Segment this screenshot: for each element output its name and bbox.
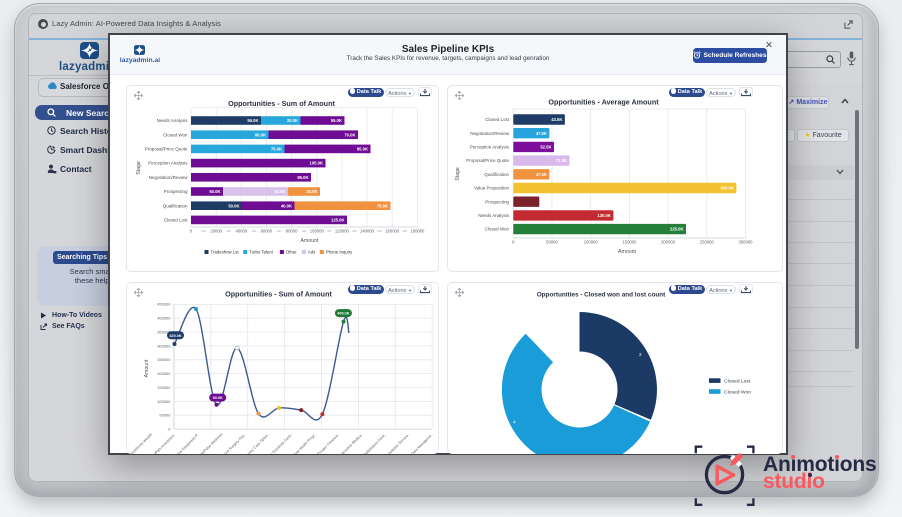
svg-text:140000: 140000 bbox=[360, 228, 375, 233]
svg-text:Virtual Health Progr..: Virtual Health Progr.. bbox=[290, 432, 317, 454]
svg-text:0: 0 bbox=[189, 228, 192, 233]
svg-text:25.0K: 25.0K bbox=[306, 189, 317, 194]
svg-text:55.0K: 55.0K bbox=[247, 118, 258, 123]
svg-text:Qualification: Qualification bbox=[162, 203, 187, 208]
svg-text:Perception Analysis: Perception Analysis bbox=[469, 144, 509, 149]
svg-text:160000: 160000 bbox=[385, 228, 400, 233]
svg-text:0: 0 bbox=[168, 426, 171, 431]
svg-text:Closed Lost: Closed Lost bbox=[723, 378, 750, 384]
svg-text:Amount: Amount bbox=[618, 249, 636, 255]
svg-text:120000: 120000 bbox=[334, 228, 349, 233]
svg-text:Stage: Stage bbox=[136, 161, 142, 175]
svg-text:180000: 180000 bbox=[410, 228, 425, 233]
svg-text:105.0K: 105.0K bbox=[309, 160, 323, 165]
svg-text:60.0K: 60.0K bbox=[254, 132, 265, 137]
svg-text:Tradeshow Lst: Tradeshow Lst bbox=[210, 249, 239, 254]
svg-text:320.0K: 320.0K bbox=[169, 333, 181, 337]
svg-text:200000: 200000 bbox=[661, 239, 676, 244]
svg-text:300000: 300000 bbox=[157, 343, 171, 348]
svg-text:300.0K: 300.0K bbox=[720, 185, 734, 190]
svg-text:Opportunities - Average Amount: Opportunities - Average Amount bbox=[548, 97, 659, 106]
svg-text:Prospecting: Prospecting bbox=[163, 189, 187, 194]
svg-text:PulsePulse Wellness: PulsePulse Wellness bbox=[196, 432, 223, 454]
svg-text:75.0K: 75.0K bbox=[376, 203, 387, 208]
svg-text:Amount: Amount bbox=[143, 359, 149, 377]
svg-text:400.0K: 400.0K bbox=[337, 311, 349, 315]
svg-text:95.0K: 95.0K bbox=[297, 174, 308, 179]
svg-text:Closed Lost: Closed Lost bbox=[485, 117, 510, 122]
svg-text:20.0K: 20.0K bbox=[286, 118, 297, 123]
svg-text:Rehabilitation Centr..: Rehabilitation Centr.. bbox=[360, 432, 387, 454]
svg-text:Needs Analysis: Needs Analysis bbox=[156, 118, 188, 123]
svg-text:Closed Won: Closed Won bbox=[163, 132, 188, 137]
svg-text:50.0K: 50.0K bbox=[228, 203, 239, 208]
svg-text:50000: 50000 bbox=[546, 239, 558, 244]
svg-text:85.0K: 85.0K bbox=[356, 146, 367, 151]
svg-text:50.0K: 50.0K bbox=[274, 189, 285, 194]
svg-text:Opportunities - Closed won and: Opportunities - Closed won and lost coun… bbox=[536, 291, 665, 298]
svg-text:4: 4 bbox=[513, 419, 516, 425]
svg-text:Closed Won: Closed Won bbox=[723, 389, 750, 395]
svg-text:Phone Inquiry: Phone Inquiry bbox=[325, 249, 352, 254]
svg-text:450000: 450000 bbox=[157, 301, 171, 306]
svg-text:Closed Lost: Closed Lost bbox=[163, 217, 188, 222]
svg-text:70.0K: 70.0K bbox=[344, 132, 355, 137]
svg-text:Amount: Amount bbox=[300, 238, 318, 244]
svg-text:0: 0 bbox=[512, 239, 515, 244]
svg-text:125.0K: 125.0K bbox=[330, 217, 344, 222]
svg-text:60000: 60000 bbox=[260, 228, 272, 233]
svg-text:Needs Analysis: Needs Analysis bbox=[478, 213, 510, 218]
svg-text:75.0K: 75.0K bbox=[270, 146, 281, 151]
svg-text:130.0K: 130.0K bbox=[597, 213, 611, 218]
svg-text:Negotiation/Review: Negotiation/Review bbox=[470, 130, 510, 135]
svg-text:400000: 400000 bbox=[157, 315, 171, 320]
svg-text:Value Proposition: Value Proposition bbox=[474, 185, 509, 190]
svg-text:150000: 150000 bbox=[622, 239, 637, 244]
svg-text:Qualification: Qualification bbox=[484, 171, 509, 176]
svg-text:80000: 80000 bbox=[285, 228, 297, 233]
svg-text:225.0K: 225.0K bbox=[669, 226, 683, 231]
svg-text:40.0K: 40.0K bbox=[280, 203, 291, 208]
svg-text:20000: 20000 bbox=[210, 228, 222, 233]
svg-text:2: 2 bbox=[638, 352, 641, 358]
svg-text:Negotiation/Review: Negotiation/Review bbox=[148, 174, 188, 179]
svg-text:50000: 50000 bbox=[159, 412, 171, 417]
svg-text:50.0K: 50.0K bbox=[209, 189, 220, 194]
svg-text:SummitStone Wealth: SummitStone Wealth bbox=[127, 432, 153, 454]
svg-text:Turbo Talent: Turbo Talent bbox=[249, 249, 273, 254]
svg-text:71.3K: 71.3K bbox=[555, 158, 566, 163]
svg-text:Proposal/Price Quote: Proposal/Price Quote bbox=[144, 146, 187, 151]
svg-text:100000: 100000 bbox=[583, 239, 598, 244]
svg-text:40000: 40000 bbox=[235, 228, 247, 233]
svg-text:Perception Analysis: Perception Analysis bbox=[148, 160, 188, 165]
svg-text:200000: 200000 bbox=[157, 371, 171, 376]
svg-text:52.5K: 52.5K bbox=[540, 144, 551, 149]
svg-text:Prospecting: Prospecting bbox=[485, 199, 509, 204]
svg-text:Ads: Ads bbox=[307, 249, 314, 254]
svg-text:47.5K: 47.5K bbox=[535, 171, 546, 176]
svg-text:Proposal/Price Quote: Proposal/Price Quote bbox=[466, 158, 509, 163]
svg-text:100000: 100000 bbox=[157, 398, 171, 403]
svg-text:100000: 100000 bbox=[309, 228, 324, 233]
svg-text:Closed Won: Closed Won bbox=[484, 226, 509, 231]
svg-text:150000: 150000 bbox=[157, 385, 171, 390]
svg-text:43.5K: 43.5K bbox=[551, 117, 562, 122]
svg-text:250000: 250000 bbox=[157, 357, 171, 362]
svg-text:Opportunities - Sum of Amount: Opportunities - Sum of Amount bbox=[225, 289, 332, 298]
svg-text:55.0K: 55.0K bbox=[330, 118, 341, 123]
svg-text:47.5K: 47.5K bbox=[535, 130, 546, 135]
svg-text:250000: 250000 bbox=[699, 239, 714, 244]
svg-text:350000: 350000 bbox=[157, 329, 171, 334]
svg-text:Opportunities - Sum of Amount: Opportunities - Sum of Amount bbox=[228, 99, 335, 108]
svg-text:300000: 300000 bbox=[738, 239, 753, 244]
svg-text:Other: Other bbox=[285, 249, 296, 254]
svg-text:90.0K: 90.0K bbox=[212, 396, 222, 400]
svg-text:Stage: Stage bbox=[455, 167, 461, 181]
